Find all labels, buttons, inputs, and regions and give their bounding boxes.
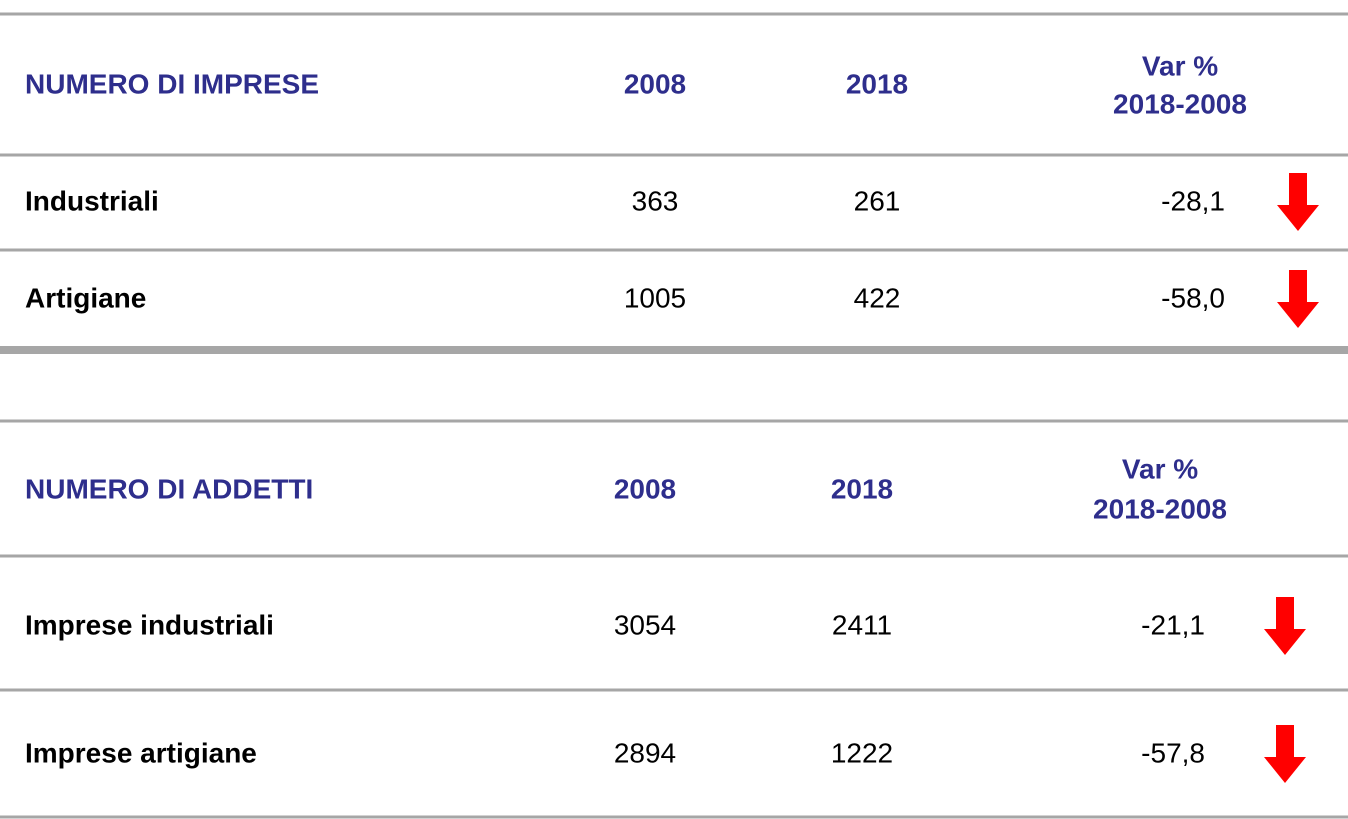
header-var: Var % [1122, 453, 1198, 484]
header-year: 2008 [624, 68, 686, 99]
row-label: Imprese artigiane [25, 737, 257, 768]
header-label: NUMERO DI IMPRESE [25, 68, 319, 99]
cell: -28,1 [1161, 185, 1225, 216]
header-var: 2018-2008 [1113, 88, 1247, 119]
row-label: Industriali [25, 185, 159, 216]
header-label: NUMERO DI ADDETTI [25, 473, 313, 504]
row-label: Imprese industriali [25, 609, 274, 640]
cell: -21,1 [1141, 609, 1205, 640]
header-year: 2018 [846, 68, 908, 99]
header-year: 2018 [831, 473, 893, 504]
cell: 261 [854, 185, 901, 216]
cell: 1005 [624, 282, 686, 313]
down-arrow [1277, 173, 1319, 231]
cell: 1222 [831, 737, 893, 768]
cell: -57,8 [1141, 737, 1205, 768]
row-label: Artigiane [25, 282, 146, 313]
cell: 422 [854, 282, 901, 313]
cell: -58,0 [1161, 282, 1225, 313]
cell: 363 [632, 185, 679, 216]
header-var: 2018-2008 [1093, 493, 1227, 524]
cell: 2411 [832, 609, 892, 640]
down-arrow [1264, 725, 1306, 783]
down-arrow [1277, 270, 1319, 328]
header-var: Var % [1142, 50, 1218, 81]
cell: 2894 [614, 737, 676, 768]
down-arrow [1264, 597, 1306, 655]
cell: 3054 [614, 609, 676, 640]
header-year: 2008 [614, 473, 676, 504]
